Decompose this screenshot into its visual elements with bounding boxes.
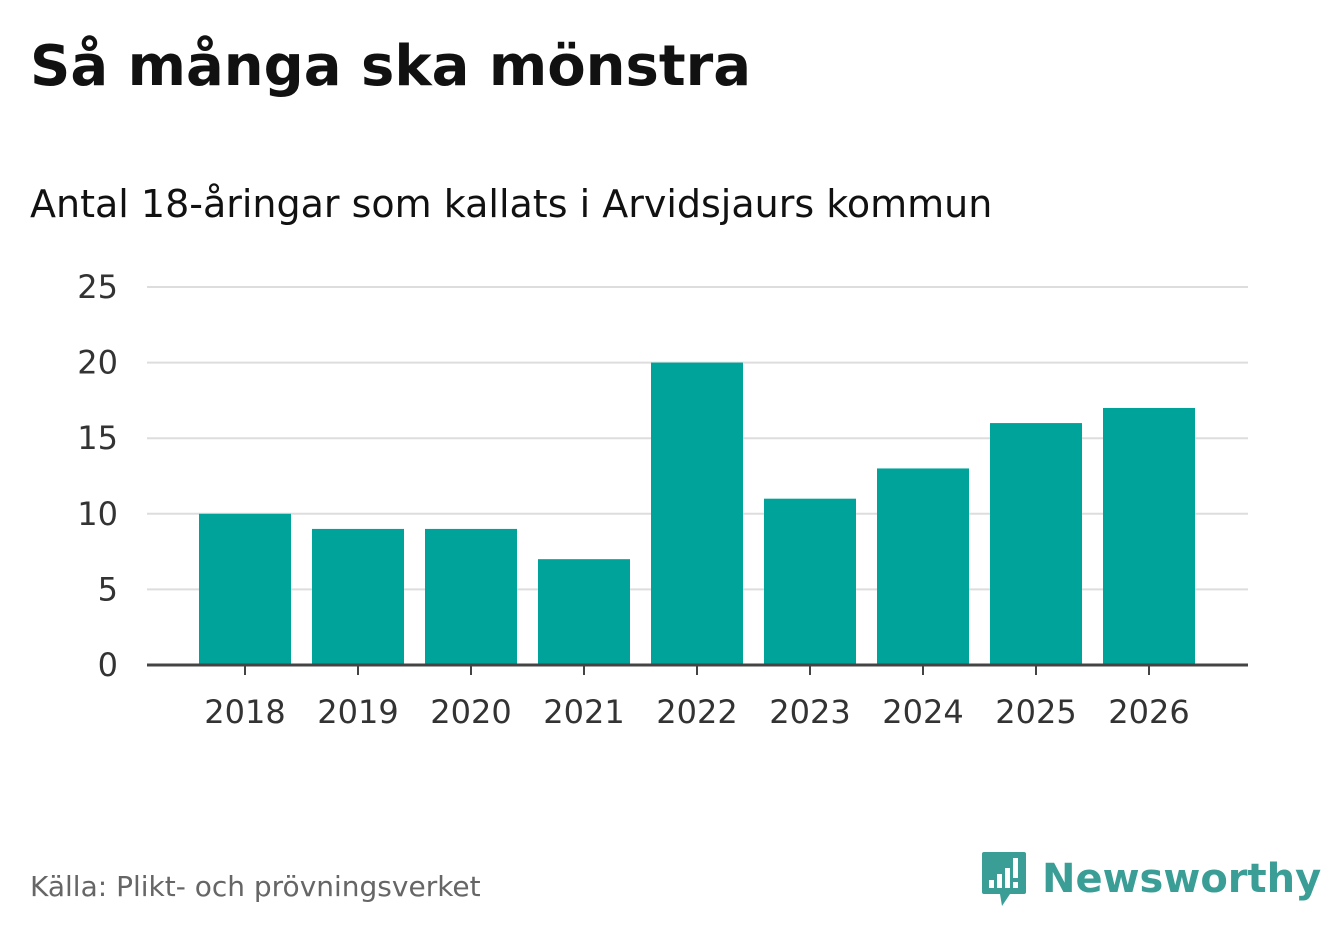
bar (199, 513, 291, 665)
x-tick-label: 2018 (204, 693, 285, 731)
y-tick-label: 0 (98, 646, 118, 684)
bar (1103, 407, 1195, 665)
x-tick-label: 2023 (769, 693, 850, 731)
bar (312, 528, 404, 665)
x-tick-label: 2025 (995, 693, 1076, 731)
x-tick-label: 2019 (317, 693, 398, 731)
brand-name: Newsworthy (1042, 856, 1322, 902)
y-tick-label: 15 (77, 419, 118, 457)
chart-subtitle: Antal 18-åringar som kallats i Arvidsjau… (30, 182, 993, 226)
y-tick-label: 25 (77, 268, 118, 306)
bar-chart-speech-bubble-icon (982, 852, 1026, 906)
x-tick-label: 2024 (882, 693, 963, 731)
bar (651, 362, 743, 665)
bars (199, 362, 1195, 665)
brand-logo: Newsworthy (980, 850, 1321, 908)
y-tick-label: 10 (77, 495, 118, 533)
y-tick-label: 20 (77, 344, 118, 382)
bar (764, 498, 856, 665)
x-tick-label: 2020 (430, 693, 511, 731)
x-tick-label: 2021 (543, 693, 624, 731)
bar (425, 528, 517, 665)
bar (877, 468, 969, 665)
bar (538, 559, 630, 665)
source-note: Källa: Plikt- och prövningsverket (30, 870, 481, 903)
x-tick-label: 2022 (656, 693, 737, 731)
y-tick-label: 5 (98, 570, 118, 608)
bar (990, 423, 1082, 665)
chart-title: Så många ska mönstra (30, 34, 752, 99)
x-tick-label: 2026 (1108, 693, 1189, 731)
